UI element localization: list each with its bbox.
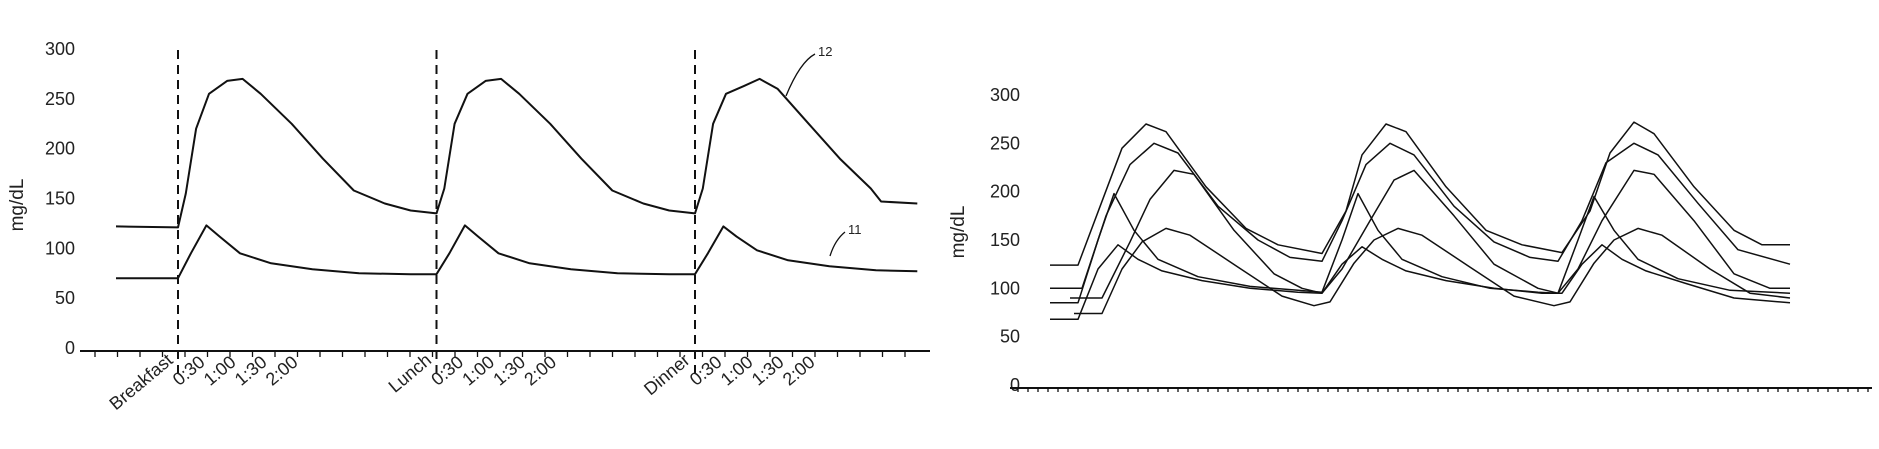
series-group <box>1050 122 1790 319</box>
y-tick-label: 300 <box>990 85 1020 105</box>
y-axis-label: mg/dL <box>948 206 969 259</box>
y-tick-label: 250 <box>990 133 1020 153</box>
y-axis-label: mg/dL <box>7 179 28 232</box>
series-line <box>1050 245 1790 319</box>
x-tick-label: 0:30 <box>686 352 726 390</box>
reference-leader <box>830 232 845 256</box>
x-tick-label: 1:30 <box>231 352 271 390</box>
x-tick-label: 1:00 <box>200 352 240 390</box>
y-tick-label: 0 <box>65 338 75 358</box>
reference-label-11: 11 <box>848 222 862 237</box>
x-tick-label: 2:00 <box>262 352 302 390</box>
y-tick-label: 250 <box>45 89 75 109</box>
chart-left: mg/dL 050100150200250300 Breakfast0:301:… <box>7 39 930 414</box>
series-group <box>116 79 917 278</box>
y-tick-label: 100 <box>45 238 75 258</box>
series-line <box>116 225 917 278</box>
y-tick-label: 200 <box>45 139 75 159</box>
x-tick-label: 2:00 <box>779 352 819 390</box>
x-tick-label: 1:30 <box>489 352 529 390</box>
series-line <box>1050 122 1790 265</box>
y-tick-label: 150 <box>45 189 75 209</box>
reference-leader <box>786 54 815 96</box>
y-tick-label: 300 <box>45 39 75 59</box>
y-tick-label: 50 <box>1000 327 1020 347</box>
y-tick-labels: 0 50 100 150 200 250 300 <box>45 39 75 358</box>
reference-label-12: 12 <box>818 44 832 59</box>
x-tick-label: Breakfast <box>105 350 176 414</box>
y-tick-labels: 050100150200250300 <box>990 85 1020 395</box>
reference-labels: 12 11 <box>786 44 862 256</box>
x-tick-label: 1:00 <box>458 352 498 390</box>
y-tick-label: 150 <box>990 230 1020 250</box>
x-tick-label: 1:00 <box>717 352 757 390</box>
series-line <box>1074 228 1790 313</box>
y-tick-label: 200 <box>990 182 1020 202</box>
x-tick-labels: Breakfast0:301:001:302:00Lunch0:301:001:… <box>105 350 818 414</box>
x-tick-label: 1:30 <box>748 352 788 390</box>
x-tick-label: 0:30 <box>427 352 467 390</box>
x-tick-label: 0:30 <box>169 352 209 390</box>
series-line <box>116 79 917 228</box>
chart-right: mg/dL 050100150200250300 <box>948 85 1872 395</box>
series-line <box>1050 194 1790 303</box>
y-tick-label: 50 <box>55 288 75 308</box>
y-tick-label: 100 <box>990 278 1020 298</box>
x-tick-label: 2:00 <box>520 352 560 390</box>
